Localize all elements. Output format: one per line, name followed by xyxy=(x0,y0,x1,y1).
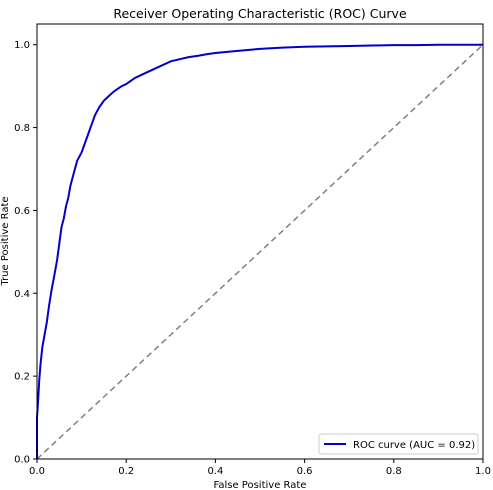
x-tick-label: 0.0 xyxy=(29,466,45,477)
y-tick-label: 0.2 xyxy=(14,372,30,383)
y-tick-label: 0.0 xyxy=(14,455,30,466)
y-tick-label: 0.6 xyxy=(14,206,30,217)
legend: ROC curve (AUC = 0.92) xyxy=(318,433,479,455)
x-tick-label: 0.6 xyxy=(297,466,313,477)
plot-frame xyxy=(36,23,484,460)
x-axis-label: False Positive Rate xyxy=(214,480,307,490)
x-tick-label: 0.4 xyxy=(207,466,223,477)
y-tick-label: 0.4 xyxy=(14,289,30,300)
y-axis-ticks: 0.0 0.2 0.4 0.6 0.8 1.0 xyxy=(14,40,37,466)
x-tick-label: 1.0 xyxy=(475,466,491,477)
chance-diagonal-line xyxy=(36,44,484,460)
y-tick-label: 0.8 xyxy=(14,123,30,134)
x-tick-label: 0.8 xyxy=(386,466,402,477)
chart-title: Receiver Operating Characteristic (ROC) … xyxy=(113,6,407,21)
x-tick-label: 0.2 xyxy=(118,466,134,477)
x-axis-ticks: 0.0 0.2 0.4 0.6 0.8 1.0 xyxy=(29,459,491,477)
y-axis-label: True Positive Rate xyxy=(0,196,11,286)
series-layer xyxy=(36,43,484,460)
y-tick-label: 1.0 xyxy=(14,40,30,51)
legend-box xyxy=(318,433,479,455)
roc-curve-line xyxy=(36,43,483,459)
plot-area xyxy=(36,23,484,460)
legend-label: ROC curve (AUC = 0.92) xyxy=(353,440,475,451)
